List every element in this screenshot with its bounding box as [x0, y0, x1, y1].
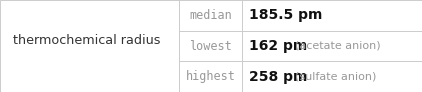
Text: 162 pm: 162 pm	[249, 39, 308, 53]
Text: median: median	[189, 9, 232, 22]
Text: 258 pm: 258 pm	[249, 70, 308, 84]
Text: (sulfate anion): (sulfate anion)	[295, 72, 376, 82]
Text: (acetate anion): (acetate anion)	[295, 41, 381, 51]
Text: lowest: lowest	[189, 39, 232, 53]
Text: 185.5 pm: 185.5 pm	[249, 8, 323, 22]
Text: highest: highest	[186, 70, 235, 83]
Text: thermochemical radius: thermochemical radius	[13, 34, 160, 47]
